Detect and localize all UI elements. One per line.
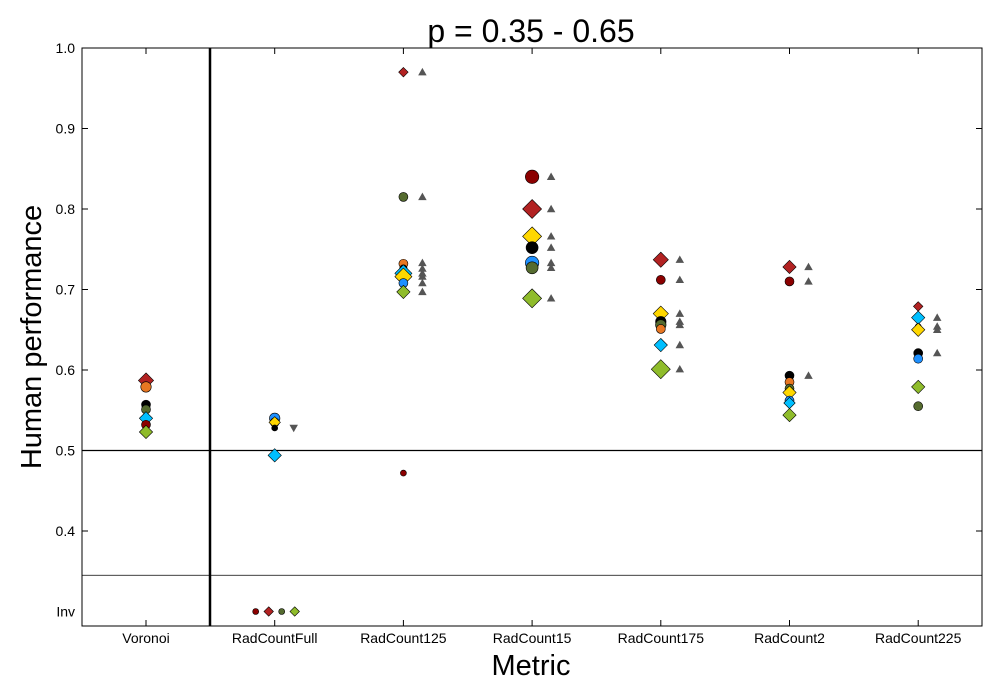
- x-tick-label: Voronoi: [122, 630, 169, 646]
- data-point-triangle-up: [418, 192, 427, 201]
- data-point-diamond: [911, 322, 926, 337]
- x-tick-label: RadCount175: [618, 630, 705, 646]
- data-point-triangle-up: [932, 313, 942, 321]
- data-point-circle: [271, 424, 279, 432]
- data-point-triangle-up: [675, 364, 685, 373]
- data-points-layer: [137, 66, 942, 617]
- data-point-circle: [525, 261, 539, 275]
- data-point-diamond: [398, 66, 409, 78]
- data-point-diamond: [522, 288, 543, 309]
- x-tick-label: RadCount125: [360, 630, 447, 646]
- y-tick-label: 1.0: [56, 40, 76, 56]
- data-point-triangle-up: [546, 232, 556, 240]
- data-point-triangle-up: [675, 309, 685, 317]
- x-axis-title: Metric: [492, 650, 571, 682]
- data-point-circle: [784, 276, 795, 287]
- data-point-triangle-up: [546, 258, 556, 267]
- data-point-triangle-up: [932, 348, 942, 357]
- data-point-diamond: [396, 284, 411, 299]
- data-point-diamond: [138, 424, 154, 440]
- data-point-circle: [278, 608, 286, 615]
- x-tick-label: RadCountFull: [232, 630, 318, 646]
- x-tick-label: RadCount2: [754, 630, 825, 646]
- reference-lines-layer: [82, 449, 982, 576]
- y-axis-title: Human performance: [16, 205, 48, 469]
- data-point-triangle-up: [546, 243, 556, 251]
- data-point-triangle-up: [418, 278, 427, 287]
- data-point-circle: [655, 275, 666, 285]
- data-point-triangle-up: [418, 67, 427, 76]
- data-point-triangle-up: [675, 255, 685, 263]
- data-point-diamond: [911, 379, 926, 394]
- data-point-diamond: [263, 606, 274, 617]
- y-tick-label: 0.4: [56, 523, 76, 539]
- data-point-triangle-up: [418, 264, 427, 272]
- data-point-diamond: [652, 251, 669, 268]
- data-point-triangle-up: [675, 275, 685, 284]
- data-point-diamond: [267, 448, 282, 463]
- data-point-triangle-up: [418, 272, 427, 280]
- data-point-circle: [400, 469, 407, 477]
- data-point-diamond: [289, 606, 300, 617]
- data-point-triangle-up: [546, 204, 556, 213]
- data-point-triangle-up: [675, 320, 685, 329]
- data-point-triangle-down: [289, 424, 298, 433]
- data-point-diamond: [782, 408, 797, 423]
- data-point-circle: [140, 381, 152, 393]
- x-tick-label: RadCount225: [875, 630, 962, 646]
- data-point-circle: [525, 169, 540, 184]
- data-point-triangle-up: [546, 294, 556, 302]
- data-point-circle: [398, 192, 409, 202]
- data-point-diamond: [522, 199, 543, 219]
- data-point-triangle-up: [418, 287, 427, 296]
- data-point-triangle-up: [932, 325, 942, 333]
- axes-layer: 0.4 0.5 0.6 0.7 0.8 0.9 1.0 Inv Voronoi RadCountF…: [56, 40, 983, 646]
- y-tick-label: 0.9: [56, 121, 76, 137]
- chart-title: p = 0.35 - 0.65: [427, 13, 634, 49]
- data-point-diamond: [650, 359, 671, 380]
- data-point-triangle-up: [804, 262, 813, 271]
- data-point-circle: [655, 324, 666, 334]
- data-point-triangle-up: [546, 172, 556, 180]
- y-tick-label-inv: Inv: [56, 604, 75, 620]
- x-tick-label: RadCount15: [493, 630, 572, 646]
- data-point-triangle-up: [675, 340, 685, 349]
- y-tick-label: 0.8: [56, 201, 76, 217]
- y-tick-label: 0.5: [56, 443, 76, 459]
- data-point-circle: [913, 401, 924, 412]
- data-point-circle: [252, 608, 259, 615]
- data-point-diamond: [782, 259, 797, 275]
- data-point-circle: [913, 353, 924, 364]
- data-point-triangle-up: [546, 263, 556, 271]
- data-point-circle: [525, 241, 539, 254]
- y-tick-label: 0.7: [56, 282, 76, 298]
- y-tick-label: 0.6: [56, 362, 76, 378]
- data-point-triangle-up: [418, 258, 427, 267]
- data-point-diamond: [653, 337, 668, 353]
- data-point-triangle-up: [804, 371, 813, 379]
- data-point-triangle-up: [804, 277, 813, 285]
